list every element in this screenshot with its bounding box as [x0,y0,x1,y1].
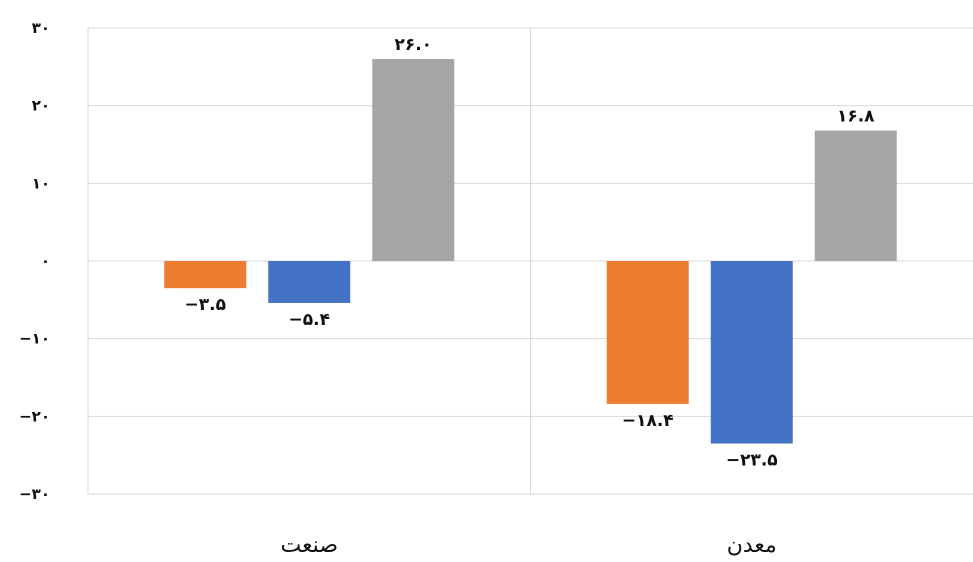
y-tick-label: ۳۰ [32,19,50,37]
y-axis-ticks: ۳۰ ۲۰ ۱۰ ۰ −۱۰ −۲۰ −۳۰ [19,19,50,503]
bar-value-label: −۲۳.۵ [726,451,778,471]
data-labels: −۳.۵ −۵.۴ ۲۶.۰ −۱۸.۴ −۲۳.۵ ۱۶.۸ [185,35,876,470]
y-tick-label: ۱۰ [32,174,50,192]
bar-value-label: ۲۶.۰ [394,35,432,55]
bar-value-label: −۵.۴ [289,310,330,330]
y-tick-label: ۰ [41,252,50,270]
y-tick-label: −۲۰ [19,407,50,425]
y-tick-label: −۳۰ [19,485,50,503]
x-axis-categories: صنعت معدن [280,533,776,558]
bars [164,59,897,444]
bar-value-label: −۱۸.۴ [622,411,674,431]
category-label: معدن [727,533,777,558]
bar-value-label: −۳.۵ [185,295,226,315]
category-label: صنعت [280,533,338,558]
bar [372,59,455,261]
y-tick-label: −۱۰ [19,330,50,348]
bar-value-label: ۱۶.۸ [837,107,875,127]
y-tick-label: ۲۰ [32,97,50,115]
bar [814,130,897,261]
bar [268,261,351,303]
bar [164,261,247,289]
bar [606,261,689,404]
bar [710,261,793,444]
